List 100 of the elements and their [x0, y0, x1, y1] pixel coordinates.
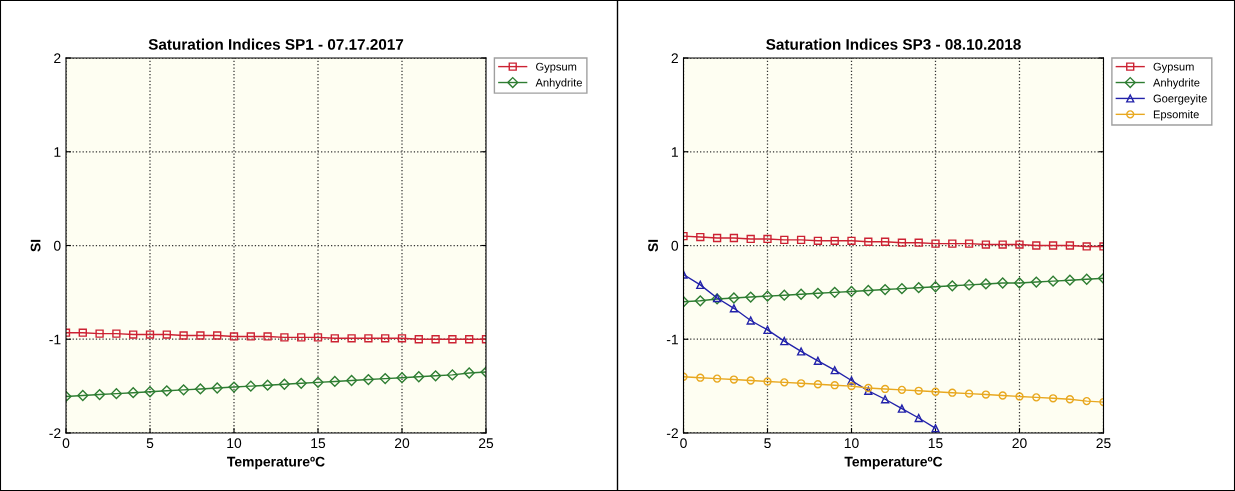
point	[396, 372, 408, 384]
x-tick-label: 25	[478, 438, 494, 449]
point	[1048, 394, 1058, 403]
point	[914, 413, 923, 423]
point	[813, 356, 823, 365]
point	[830, 381, 839, 390]
point	[981, 390, 991, 399]
point	[964, 239, 974, 248]
point	[1032, 241, 1041, 250]
point	[364, 334, 373, 343]
point	[763, 234, 772, 244]
point	[712, 233, 722, 243]
point	[330, 334, 339, 343]
x-tick-label: 10	[844, 438, 859, 449]
point	[381, 334, 390, 343]
y-tick-label: -2	[666, 428, 678, 439]
point	[880, 237, 890, 246]
x-tick-label: 25	[1096, 438, 1111, 449]
point	[964, 389, 974, 398]
point	[245, 380, 257, 392]
point	[845, 285, 858, 298]
point	[780, 336, 789, 346]
point	[694, 295, 706, 307]
point	[963, 279, 975, 291]
y-tick-label: 1	[671, 147, 678, 157]
point	[729, 233, 739, 243]
x-tick-label: 0	[680, 438, 687, 449]
point	[278, 378, 291, 390]
point	[213, 331, 222, 340]
point	[295, 377, 307, 389]
legend-label: Anhydrite	[535, 78, 582, 89]
x-tick-label: 5	[764, 438, 771, 449]
point	[880, 384, 890, 394]
point	[914, 238, 923, 247]
point	[1032, 393, 1041, 402]
point	[1081, 273, 1093, 285]
point	[229, 332, 239, 341]
point	[1015, 392, 1024, 401]
point	[177, 384, 190, 396]
x-tick-label: 20	[394, 438, 410, 449]
point	[929, 281, 942, 293]
point	[998, 391, 1007, 400]
y-tick-label: 2	[671, 53, 678, 64]
point	[228, 381, 240, 393]
point	[1065, 241, 1075, 250]
point	[998, 240, 1007, 249]
point	[129, 330, 138, 339]
point	[897, 385, 907, 395]
point	[796, 347, 806, 356]
y-tick-label: -1	[49, 334, 61, 345]
point	[1048, 241, 1058, 250]
point	[948, 388, 957, 397]
y-axis-title: SI	[30, 239, 41, 252]
point	[1015, 240, 1024, 249]
point	[1047, 275, 1059, 287]
point	[95, 329, 104, 338]
y-axis-title: SI	[648, 239, 658, 252]
point	[829, 286, 841, 298]
point	[746, 376, 755, 385]
point	[763, 377, 772, 386]
x-tick-label: 15	[928, 438, 943, 449]
legend-label: Epsomite	[1153, 110, 1199, 121]
legend-label: Goergeyite	[1153, 94, 1207, 105]
y-tick-label: -1	[666, 334, 678, 345]
point	[913, 282, 925, 294]
point	[144, 386, 156, 398]
point	[179, 331, 188, 340]
point	[78, 328, 87, 337]
chart-title: Saturation Indices SP1 - 07.17.2017	[148, 38, 404, 50]
point	[194, 383, 207, 395]
point	[1013, 277, 1026, 289]
point	[780, 378, 789, 387]
y-tick-label: 2	[54, 53, 61, 64]
point	[696, 232, 705, 242]
point	[397, 334, 407, 343]
point	[414, 335, 423, 344]
point	[981, 240, 991, 249]
point	[712, 374, 722, 383]
y-tick-label: 1	[54, 147, 61, 157]
y-tick-label: -2	[49, 428, 61, 439]
point	[1082, 396, 1091, 406]
point	[161, 385, 173, 397]
point	[864, 237, 873, 246]
point	[813, 380, 823, 389]
point	[329, 375, 341, 388]
point	[780, 235, 789, 245]
point	[313, 333, 323, 342]
legend-label: Gypsum	[1153, 62, 1194, 73]
point	[830, 236, 839, 245]
point	[778, 289, 790, 301]
point	[696, 280, 705, 290]
point	[297, 333, 306, 342]
point	[795, 288, 807, 300]
point	[879, 283, 891, 296]
point	[145, 330, 155, 339]
point	[763, 325, 772, 335]
point	[897, 238, 907, 247]
point	[812, 287, 824, 299]
point	[347, 334, 356, 343]
point	[796, 235, 806, 245]
